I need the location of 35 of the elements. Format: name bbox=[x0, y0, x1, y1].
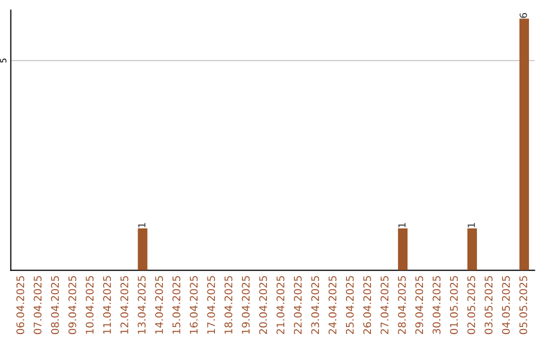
x-tick-label: 15.04.2025 bbox=[172, 276, 180, 334]
y-tick-label: 5 bbox=[0, 58, 6, 63]
x-tick-label: 16.04.2025 bbox=[190, 276, 198, 334]
x-tick-label: 06.04.2025 bbox=[16, 276, 24, 334]
x-tick-label: 24.04.2025 bbox=[328, 276, 336, 334]
x-tick-label: 03.05.2025 bbox=[484, 276, 493, 334]
x-tick-label: 18.04.2025 bbox=[224, 276, 232, 334]
data-label: 6 bbox=[520, 13, 528, 18]
x-tick-label: 02.05.2025 bbox=[467, 276, 476, 334]
x-tick-label: 04.05.2025 bbox=[502, 276, 510, 334]
x-tick-label: 25.04.2025 bbox=[346, 276, 354, 334]
x-tick-label: 07.04.2025 bbox=[34, 276, 42, 334]
x-tick-label: 11.04.2025 bbox=[103, 276, 111, 334]
x-tick-label: 17.04.2025 bbox=[207, 276, 216, 334]
x-tick-label: 01.05.2025 bbox=[450, 276, 458, 334]
x-tick-label: 14.04.2025 bbox=[155, 276, 163, 334]
x-tick-label: 12.04.2025 bbox=[120, 276, 128, 334]
x-tick-label: 28.04.2025 bbox=[398, 276, 406, 334]
x-tick-label: 30.04.2025 bbox=[432, 276, 440, 334]
x-tick-label: 27.04.2025 bbox=[380, 276, 388, 334]
x-tick-label: 29.04.2025 bbox=[415, 276, 424, 334]
data-label: 1 bbox=[468, 223, 475, 228]
x-tick-label: 05.05.2025 bbox=[519, 276, 528, 334]
x-tick-label: 10.04.2025 bbox=[86, 276, 94, 334]
x-tick-label: 09.04.2025 bbox=[68, 276, 76, 334]
data-label: 1 bbox=[398, 223, 406, 228]
x-tick-label: 21.04.2025 bbox=[276, 276, 284, 334]
x-tick-label: 23.04.2025 bbox=[311, 276, 320, 334]
x-tick-label: 19.04.2025 bbox=[242, 276, 250, 334]
x-tick-label: 26.04.2025 bbox=[363, 276, 372, 334]
x-tick-label: 22.04.2025 bbox=[294, 276, 302, 334]
data-label: 1 bbox=[138, 223, 146, 228]
x-tick-label: 13.04.2025 bbox=[138, 276, 146, 334]
x-tick-label: 20.04.2025 bbox=[259, 276, 268, 334]
x-tick-label: 08.04.2025 bbox=[51, 276, 59, 334]
